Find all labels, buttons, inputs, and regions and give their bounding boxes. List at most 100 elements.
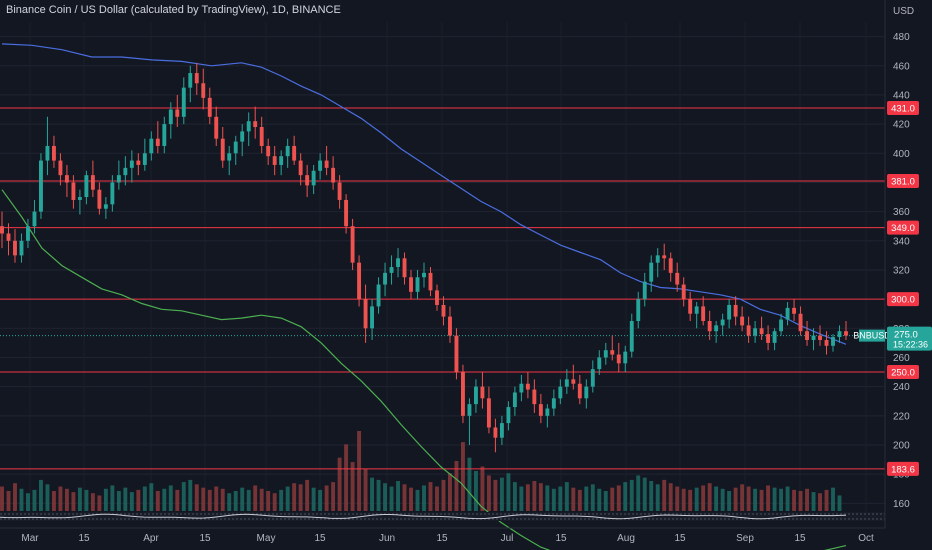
candle-body <box>45 145 50 161</box>
oscillator-strip <box>0 512 885 521</box>
y-tick-label: 460 <box>893 61 910 72</box>
volume-bar <box>272 493 277 511</box>
volume-bar <box>584 486 589 511</box>
candle-body <box>285 145 290 157</box>
y-tick-label: 220 <box>893 411 910 422</box>
candle-body <box>331 167 336 183</box>
volume-bar <box>461 442 465 511</box>
volume-bar <box>636 475 641 511</box>
volume-bar <box>188 479 193 511</box>
level-badge-label: 431.0 <box>891 104 915 115</box>
volume-bar <box>707 483 712 511</box>
candle-body <box>376 284 381 307</box>
x-tick-label: 15 <box>199 533 211 544</box>
candle-body <box>584 386 589 399</box>
volume-bar <box>837 495 842 511</box>
volume-bar <box>818 493 822 511</box>
candle-body <box>837 331 842 338</box>
volume-bar <box>402 484 407 511</box>
volume-bar <box>58 486 63 511</box>
candle-body <box>370 306 375 329</box>
candle-body <box>58 160 63 176</box>
candle-body <box>818 335 822 340</box>
volume-bar <box>389 486 394 511</box>
horizontal-levels <box>0 107 885 470</box>
volume-bar <box>532 481 537 511</box>
candle-body <box>298 160 303 176</box>
candle-body <box>350 226 355 263</box>
candle-body <box>590 369 595 387</box>
volume-bar <box>318 489 323 511</box>
x-tick-label: 15 <box>794 533 806 544</box>
grid <box>0 22 885 515</box>
candle-body <box>279 156 284 165</box>
volume-bar <box>727 491 732 511</box>
candle-body <box>272 156 277 165</box>
chart-title: Binance Coin / US Dollar (calculated by … <box>6 4 341 16</box>
candle-body <box>636 299 641 322</box>
volume-bar <box>13 483 17 511</box>
x-tick-label: Oct <box>858 533 874 544</box>
volume-bar <box>233 491 238 511</box>
candle-body <box>259 127 264 146</box>
volume-bar <box>616 485 621 511</box>
volume-bar <box>155 491 160 511</box>
level-badge-label: 250.0 <box>891 368 915 379</box>
candle-body <box>103 204 108 209</box>
candle-body <box>155 138 160 146</box>
y-tick-label: 360 <box>893 207 910 218</box>
volume-bar <box>688 489 693 511</box>
candle-body <box>175 109 180 117</box>
volume-bar <box>694 487 699 511</box>
volume-bar <box>383 483 387 511</box>
candle-body <box>194 73 199 84</box>
volume-bar <box>551 488 556 511</box>
candle-body <box>227 153 232 161</box>
x-tick-label: Jun <box>379 533 395 544</box>
candle-body <box>642 281 647 300</box>
candle-body <box>428 272 433 291</box>
volume-bar <box>253 485 258 511</box>
candle-body <box>383 272 387 285</box>
volume-bar <box>396 481 400 511</box>
candles <box>0 62 848 453</box>
candle-body <box>461 372 465 416</box>
volume-bar <box>201 487 206 511</box>
volume-bar <box>824 489 829 511</box>
volume-bar <box>6 491 11 511</box>
candle-body <box>441 304 446 317</box>
candle-body <box>415 277 420 292</box>
candle-body <box>305 175 310 186</box>
candle-body <box>564 379 569 387</box>
volume-bar <box>129 492 134 511</box>
volume-bar <box>519 486 524 511</box>
x-tick-label: Jul <box>501 533 514 544</box>
candle-body <box>181 87 186 117</box>
level-badge <box>887 461 919 476</box>
countdown-label: 15:22:36 <box>893 340 928 350</box>
candle-body <box>545 408 550 416</box>
candle-body <box>207 97 212 117</box>
candle-body <box>662 255 667 259</box>
volume-bar <box>409 487 413 511</box>
volume-bar <box>311 487 316 511</box>
level-badge-label: 300.0 <box>891 295 915 306</box>
candle-body <box>519 383 524 393</box>
volume-bar <box>266 491 271 511</box>
y-tick-label: 160 <box>893 499 910 510</box>
candle-body <box>168 109 173 125</box>
candle-body <box>422 272 426 278</box>
candle-body <box>233 141 238 154</box>
candle-body <box>344 199 349 227</box>
candle-body <box>753 328 758 336</box>
candle-body <box>71 182 76 200</box>
candle-body <box>649 262 654 282</box>
volume-bar <box>714 486 719 511</box>
x-tick-label: 15 <box>436 533 448 544</box>
candle-body <box>610 350 615 355</box>
y-tick-label: 320 <box>893 265 910 276</box>
volume-bar <box>675 486 680 511</box>
volume-bar <box>64 488 69 511</box>
volume-bar <box>590 484 595 511</box>
